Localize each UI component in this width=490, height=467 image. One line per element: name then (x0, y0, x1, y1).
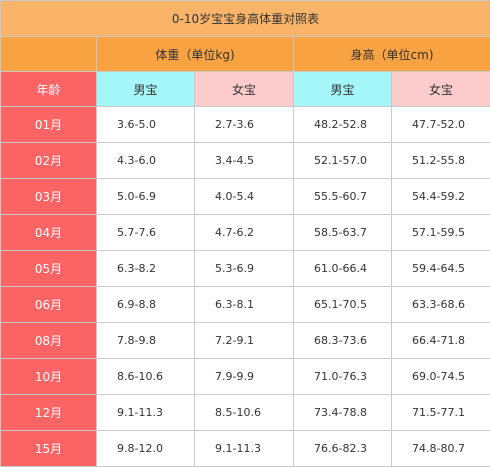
weight-boy-cell: 8.6-10.6 (97, 359, 195, 395)
weight-girl-cell: 4.7-6.2 (195, 215, 294, 251)
weight-boy-cell: 6.3-8.2 (97, 251, 195, 287)
corner-cell (1, 37, 97, 72)
age-cell: 06月 (1, 287, 97, 323)
weight-group-header: 体重（单位kg) (97, 37, 294, 72)
age-cell: 04月 (1, 215, 97, 251)
weight-boy-header: 男宝 (97, 72, 195, 107)
height-girl-header: 女宝 (392, 72, 490, 107)
weight-boy-cell: 9.1-11.3 (97, 395, 195, 431)
weight-boy-cell: 5.0-6.9 (97, 179, 195, 215)
weight-boy-cell: 5.7-7.6 (97, 215, 195, 251)
height-girl-cell: 63.3-68.6 (392, 287, 490, 323)
height-boy-cell: 68.3-73.6 (294, 323, 392, 359)
weight-boy-cell: 3.6-5.0 (97, 107, 195, 143)
weight-girl-cell: 2.7-3.6 (195, 107, 294, 143)
height-boy-cell: 55.5-60.7 (294, 179, 392, 215)
group-header-row: 体重（单位kg) 身高（单位cm) (1, 37, 490, 72)
age-cell: 15月 (1, 431, 97, 467)
height-girl-cell: 59.4-64.5 (392, 251, 490, 287)
weight-boy-cell: 6.9-8.8 (97, 287, 195, 323)
age-cell: 03月 (1, 179, 97, 215)
weight-girl-cell: 8.5-10.6 (195, 395, 294, 431)
height-boy-cell: 52.1-57.0 (294, 143, 392, 179)
age-header: 年龄 (1, 72, 97, 107)
sub-header-row: 年龄 男宝 女宝 男宝 女宝 (1, 72, 490, 107)
height-boy-cell: 61.0-66.4 (294, 251, 392, 287)
height-boy-cell: 65.1-70.5 (294, 287, 392, 323)
age-cell: 10月 (1, 359, 97, 395)
height-girl-cell: 57.1-59.5 (392, 215, 490, 251)
weight-girl-cell: 5.3-6.9 (195, 251, 294, 287)
age-cell: 12月 (1, 395, 97, 431)
weight-girl-cell: 7.9-9.9 (195, 359, 294, 395)
weight-girl-cell: 9.1-11.3 (195, 431, 294, 467)
height-girl-cell: 54.4-59.2 (392, 179, 490, 215)
height-girl-cell: 66.4-71.8 (392, 323, 490, 359)
age-cell: 02月 (1, 143, 97, 179)
weight-girl-cell: 6.3-8.1 (195, 287, 294, 323)
weight-girl-cell: 3.4-4.5 (195, 143, 294, 179)
weight-boy-cell: 4.3-6.0 (97, 143, 195, 179)
weight-girl-cell: 7.2-9.1 (195, 323, 294, 359)
height-boy-cell: 58.5-63.7 (294, 215, 392, 251)
height-girl-cell: 47.7-52.0 (392, 107, 490, 143)
height-boy-cell: 71.0-76.3 (294, 359, 392, 395)
height-girl-cell: 71.5-77.1 (392, 395, 490, 431)
table-title: 0-10岁宝宝身高体重对照表 (1, 1, 490, 37)
height-boy-cell: 73.4-78.8 (294, 395, 392, 431)
height-group-header: 身高（单位cm) (294, 37, 490, 72)
height-boy-header: 男宝 (294, 72, 392, 107)
height-girl-cell: 69.0-74.5 (392, 359, 490, 395)
age-cell: 01月 (1, 107, 97, 143)
weight-boy-cell: 9.8-12.0 (97, 431, 195, 467)
weight-boy-cell: 7.8-9.8 (97, 323, 195, 359)
height-girl-cell: 51.2-55.8 (392, 143, 490, 179)
weight-girl-header: 女宝 (195, 72, 294, 107)
age-cell: 08月 (1, 323, 97, 359)
height-boy-cell: 76.6-82.3 (294, 431, 392, 467)
height-girl-cell: 74.8-80.7 (392, 431, 490, 467)
weight-girl-cell: 4.0-5.4 (195, 179, 294, 215)
height-boy-cell: 48.2-52.8 (294, 107, 392, 143)
age-cell: 05月 (1, 251, 97, 287)
title-row: 0-10岁宝宝身高体重对照表 (1, 1, 490, 37)
